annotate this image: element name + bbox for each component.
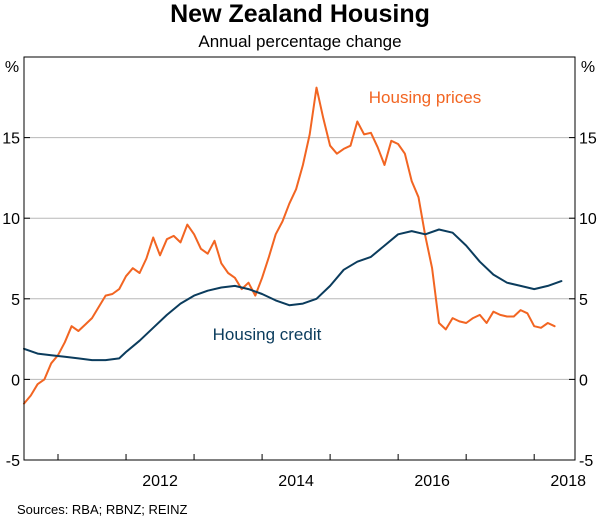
y-tick-label-left: 15: [2, 131, 20, 148]
series-label-housing-credit: Housing credit: [213, 325, 322, 344]
y-tick-label-left: 0: [11, 372, 20, 389]
y-tick-label-right: 5: [579, 292, 588, 309]
x-tick-label: 2012: [142, 473, 178, 490]
y-axis-unit-left: %: [5, 59, 19, 76]
series-line-housing-prices: [23, 86, 556, 405]
chart-subtitle: Annual percentage change: [198, 32, 401, 51]
source-note: Sources: RBA; RBNZ; REINZ: [17, 502, 188, 517]
y-tick-label-right: -5: [579, 453, 593, 470]
series-line-housing-credit: [23, 228, 563, 362]
y-axis-unit-right: %: [581, 59, 595, 76]
y-tick-label-left: 10: [2, 211, 20, 228]
plot-frame: [23, 56, 576, 461]
y-tick-label-left: 5: [11, 292, 20, 309]
axes: -5 -5 0 0 5 5 10 10 15 15 2012 2014 2016 2018: [2, 131, 597, 490]
y-tick-label-left: -5: [6, 453, 20, 470]
x-tick-label: 2014: [278, 473, 314, 490]
series-label-housing-prices: Housing prices: [369, 88, 481, 107]
chart-title: New Zealand Housing: [170, 0, 430, 28]
x-tick-label: 2016: [414, 473, 450, 490]
series-lines: [23, 86, 563, 405]
x-tick-label: 2018: [550, 473, 586, 490]
y-tick-label-right: 0: [579, 372, 588, 389]
gridlines: [24, 137, 575, 461]
y-tick-label-right: 15: [579, 131, 597, 148]
y-tick-label-right: 10: [579, 211, 597, 228]
